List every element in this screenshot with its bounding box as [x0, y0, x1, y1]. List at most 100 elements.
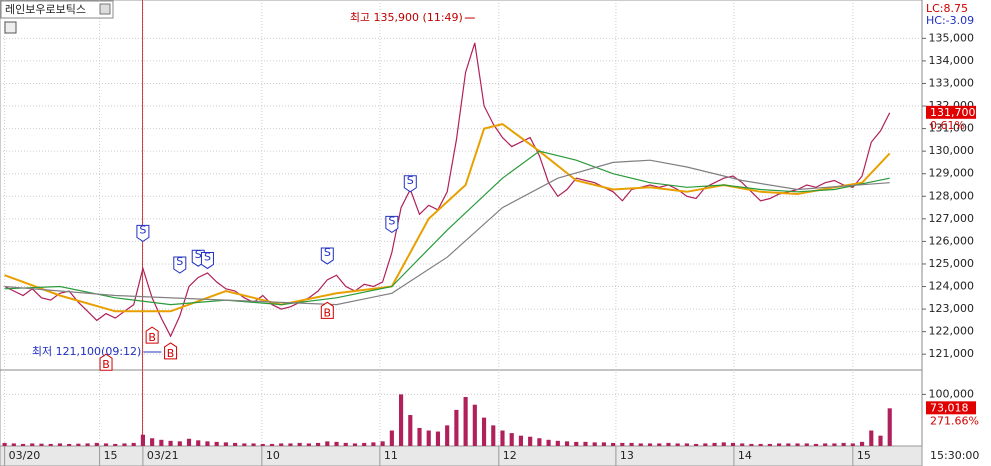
- volume-bar: [389, 430, 394, 446]
- volume-bar: [657, 443, 662, 446]
- signal-label: B: [148, 331, 156, 344]
- y-tick-label: 127,000: [929, 212, 975, 225]
- signal-marker: [320, 301, 334, 319]
- signal-marker: [200, 251, 214, 270]
- grid-icon[interactable]: [4, 21, 17, 34]
- volume-bar: [168, 440, 173, 446]
- signal-marker: [145, 326, 159, 344]
- volume-bar: [647, 443, 653, 446]
- volume-bar: [242, 443, 247, 446]
- volume-bar: [813, 443, 819, 446]
- grid: [0, 0, 922, 446]
- volume-bar: [841, 442, 846, 446]
- volume-bar: [537, 438, 542, 446]
- volume-bar: [638, 443, 643, 446]
- x-tick-label: 12: [503, 449, 517, 462]
- title-button[interactable]: [99, 3, 111, 15]
- y-tick-label: 122,000: [929, 325, 975, 338]
- y-tick-label: 134,000: [929, 54, 975, 67]
- volume-bar: [767, 443, 772, 446]
- volume-bar: [629, 442, 634, 446]
- volume-bar: [675, 443, 680, 446]
- series-ma-slow: [4, 159, 890, 306]
- volume-bar: [555, 440, 560, 446]
- volume-bar: [786, 443, 791, 446]
- y-tick-label: 123,000: [929, 302, 975, 315]
- volume-bar: [740, 443, 745, 446]
- volume-bar: [57, 443, 63, 446]
- volume-bar: [426, 430, 431, 446]
- volume-bar: [730, 442, 736, 446]
- x-tick-label: 14: [738, 449, 752, 462]
- signal-marker: [164, 342, 178, 360]
- indicator: LC:8.75: [926, 2, 968, 15]
- volume-bar: [131, 442, 136, 446]
- volume-bar: [2, 442, 7, 446]
- series-price: [4, 42, 891, 338]
- volume-bar: [20, 443, 26, 446]
- volume-bar: [85, 443, 90, 446]
- volume-bar: [260, 443, 265, 446]
- current-marker: [926, 401, 976, 415]
- y-tick-label: 135,000: [929, 31, 975, 44]
- change-label: 271.66%: [930, 414, 979, 427]
- volume-bar: [758, 443, 763, 446]
- y-tick-label: 128,000: [929, 189, 975, 202]
- volume-bar: [472, 404, 477, 446]
- volume-bar: [546, 439, 551, 446]
- y-tick-label: 129,000: [929, 167, 975, 180]
- current-label: 131,700: [930, 106, 976, 119]
- volume-bar: [352, 443, 358, 446]
- volume-bar: [48, 443, 53, 446]
- signal-marker: [99, 353, 113, 371]
- volume-bar: [564, 441, 570, 446]
- volume-bar: [777, 443, 782, 446]
- volume-bar: [30, 443, 35, 446]
- volume-bar: [316, 442, 321, 446]
- volume-bar: [592, 442, 597, 446]
- volume-bar: [481, 417, 487, 446]
- signal-label: S: [407, 174, 414, 187]
- volume-bar: [869, 430, 874, 446]
- volume-bar: [749, 443, 754, 446]
- signal-marker: [136, 224, 150, 243]
- x-tick-label: 10: [266, 449, 280, 462]
- signal-label: S: [388, 214, 395, 227]
- x-tick-label: 13: [620, 449, 634, 462]
- volume-bar: [297, 442, 302, 446]
- volume-bar: [159, 439, 164, 446]
- signal-marker: [403, 175, 417, 193]
- series-ma-fast: [4, 123, 891, 313]
- volume-bar: [878, 435, 883, 446]
- signal-label: S: [176, 255, 183, 268]
- volume-bar: [140, 434, 145, 446]
- signal-label: S: [195, 248, 202, 261]
- volume-bar: [620, 442, 625, 446]
- signal-label: S: [204, 250, 211, 263]
- volume-bar: [574, 441, 579, 446]
- x-tick-label: 11: [384, 449, 398, 462]
- x-tick-label: 03/20: [9, 449, 41, 462]
- volume-bar: [445, 425, 450, 446]
- volume-bar: [666, 442, 671, 446]
- volume-bar: [850, 443, 855, 446]
- x-tick-label: 15: [857, 449, 871, 462]
- volume-bar: [684, 443, 689, 446]
- volume-bar: [371, 442, 376, 446]
- signal-label: B: [167, 347, 175, 360]
- volume-bar: [233, 442, 238, 446]
- volume-bar: [435, 431, 441, 446]
- volume-bar: [205, 441, 210, 446]
- volume-bar: [113, 443, 118, 446]
- volume-bar: [103, 443, 109, 446]
- x-tick-label: 03/21: [147, 449, 179, 462]
- volume-bar: [408, 415, 413, 446]
- volume-bar: [196, 440, 201, 446]
- series-ma-mid: [4, 150, 890, 306]
- end-time: 15:30:00: [930, 449, 979, 462]
- volume-bar: [186, 438, 192, 446]
- volume-bar: [177, 441, 182, 446]
- volume-bar: [380, 441, 385, 446]
- x-tick-label: 15: [104, 449, 118, 462]
